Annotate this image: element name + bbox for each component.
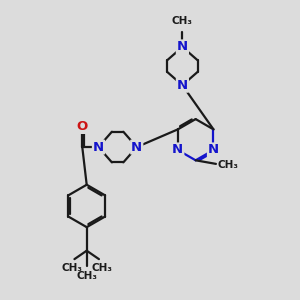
Text: N: N [177, 79, 188, 92]
Text: CH₃: CH₃ [92, 263, 112, 273]
Text: CH₃: CH₃ [172, 16, 193, 26]
Text: CH₃: CH₃ [61, 263, 82, 273]
Text: N: N [131, 141, 142, 154]
Text: N: N [93, 141, 104, 154]
Text: N: N [177, 40, 188, 53]
Text: CH₃: CH₃ [218, 160, 239, 170]
Text: N: N [172, 143, 183, 157]
Text: CH₃: CH₃ [76, 271, 97, 281]
Text: N: N [208, 143, 219, 157]
Text: O: O [77, 120, 88, 133]
